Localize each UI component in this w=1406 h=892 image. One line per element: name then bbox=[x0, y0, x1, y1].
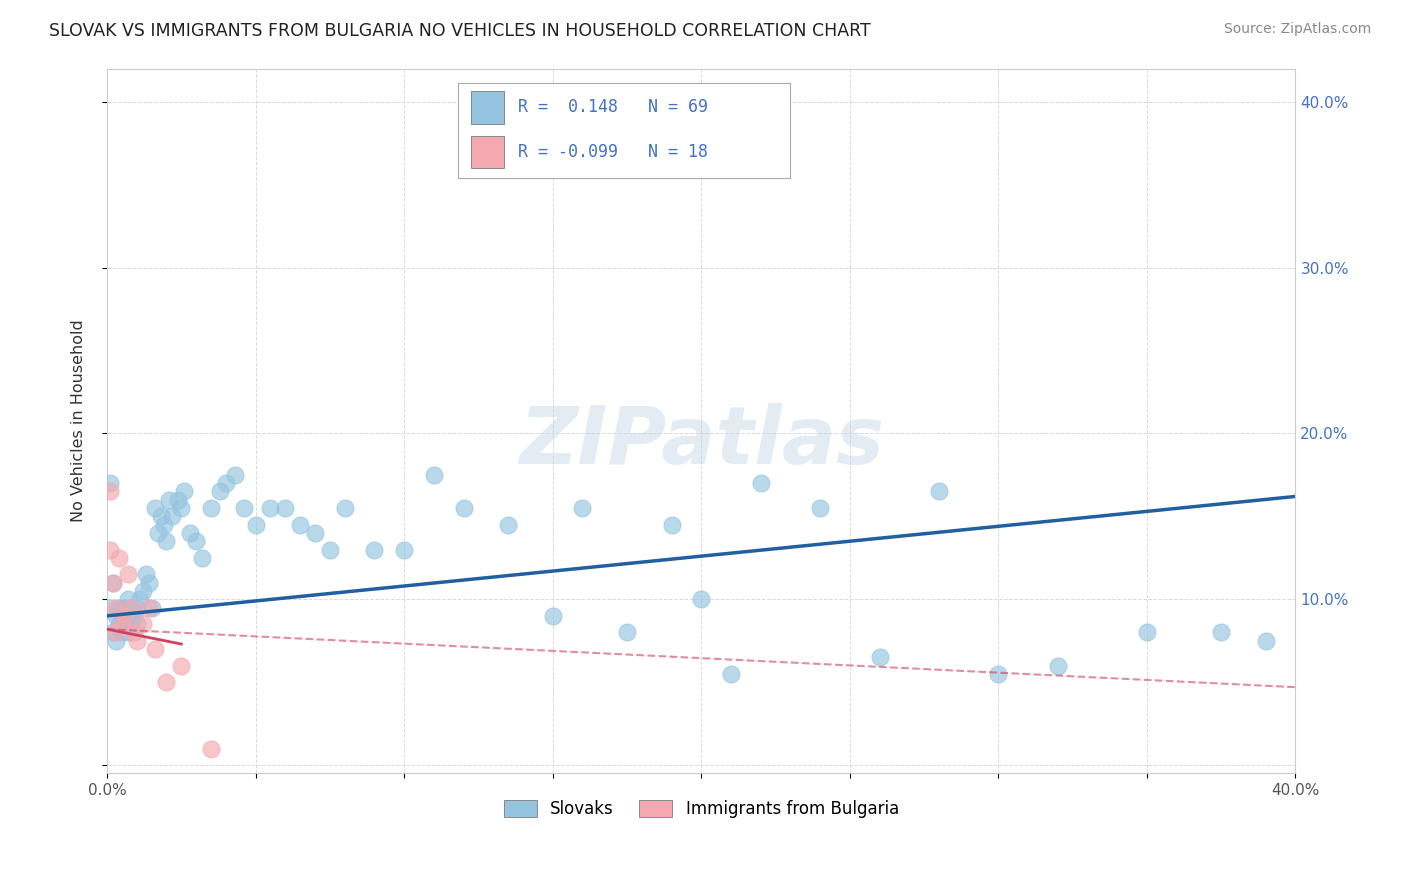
Point bbox=[108, 617, 131, 632]
Point bbox=[259, 501, 281, 516]
Point bbox=[987, 667, 1010, 681]
Point bbox=[152, 517, 174, 532]
Point bbox=[167, 492, 190, 507]
Point bbox=[120, 617, 142, 632]
Point bbox=[143, 501, 166, 516]
Point bbox=[104, 633, 127, 648]
Point bbox=[1211, 625, 1233, 640]
Point bbox=[191, 550, 214, 565]
Point bbox=[159, 492, 181, 507]
Point bbox=[101, 575, 124, 590]
Point bbox=[122, 625, 145, 640]
Point bbox=[333, 501, 356, 516]
Point bbox=[392, 542, 415, 557]
Point bbox=[200, 501, 222, 516]
Text: SLOVAK VS IMMIGRANTS FROM BULGARIA NO VEHICLES IN HOUSEHOLD CORRELATION CHART: SLOVAK VS IMMIGRANTS FROM BULGARIA NO VE… bbox=[49, 22, 870, 40]
Point bbox=[274, 501, 297, 516]
Point bbox=[111, 608, 134, 623]
Point bbox=[170, 658, 193, 673]
Point bbox=[114, 608, 136, 623]
Point bbox=[114, 600, 136, 615]
Point bbox=[808, 501, 831, 516]
Point bbox=[208, 484, 231, 499]
Point bbox=[616, 625, 638, 640]
Point bbox=[138, 600, 160, 615]
Point bbox=[179, 525, 201, 540]
Point bbox=[496, 517, 519, 532]
Point bbox=[108, 550, 131, 565]
Point bbox=[117, 592, 139, 607]
Point bbox=[571, 501, 593, 516]
Point bbox=[98, 476, 121, 491]
Point bbox=[149, 509, 172, 524]
Point bbox=[1136, 625, 1159, 640]
Point bbox=[363, 542, 385, 557]
Point bbox=[120, 600, 142, 615]
Point bbox=[111, 617, 134, 632]
Point bbox=[869, 650, 891, 665]
Point bbox=[143, 642, 166, 657]
Point bbox=[101, 575, 124, 590]
Point bbox=[173, 484, 195, 499]
Point bbox=[114, 617, 136, 632]
Point bbox=[98, 600, 121, 615]
Text: ZIPatlas: ZIPatlas bbox=[519, 403, 884, 481]
Point bbox=[1046, 658, 1069, 673]
Y-axis label: No Vehicles in Household: No Vehicles in Household bbox=[72, 319, 86, 523]
Point bbox=[122, 608, 145, 623]
Point bbox=[98, 484, 121, 499]
Point bbox=[162, 509, 184, 524]
Point bbox=[1254, 633, 1277, 648]
Point bbox=[661, 517, 683, 532]
Point bbox=[135, 567, 157, 582]
Point bbox=[155, 675, 177, 690]
Point bbox=[749, 476, 772, 491]
Point bbox=[170, 501, 193, 516]
Point bbox=[117, 625, 139, 640]
Point bbox=[423, 467, 446, 482]
Point bbox=[108, 600, 131, 615]
Point bbox=[304, 525, 326, 540]
Point bbox=[132, 584, 155, 599]
Point bbox=[928, 484, 950, 499]
Point bbox=[141, 600, 163, 615]
Point bbox=[104, 608, 127, 623]
Point bbox=[138, 575, 160, 590]
Point bbox=[215, 476, 238, 491]
Point bbox=[101, 625, 124, 640]
Point bbox=[453, 501, 475, 516]
Point bbox=[186, 534, 208, 549]
Point bbox=[541, 608, 564, 623]
Point bbox=[290, 517, 312, 532]
Point bbox=[111, 625, 134, 640]
Point bbox=[104, 600, 127, 615]
Point bbox=[690, 592, 713, 607]
Point bbox=[120, 600, 142, 615]
Point bbox=[117, 567, 139, 582]
Point bbox=[200, 741, 222, 756]
Point bbox=[155, 534, 177, 549]
Point bbox=[125, 617, 148, 632]
Point bbox=[146, 525, 169, 540]
Point bbox=[132, 617, 155, 632]
Point bbox=[104, 625, 127, 640]
Text: Source: ZipAtlas.com: Source: ZipAtlas.com bbox=[1223, 22, 1371, 37]
Point bbox=[125, 600, 148, 615]
Legend: Slovaks, Immigrants from Bulgaria: Slovaks, Immigrants from Bulgaria bbox=[496, 794, 905, 825]
Point bbox=[98, 542, 121, 557]
Point bbox=[245, 517, 267, 532]
Point bbox=[720, 667, 742, 681]
Point bbox=[128, 592, 150, 607]
Point bbox=[224, 467, 246, 482]
Point bbox=[125, 633, 148, 648]
Point bbox=[232, 501, 254, 516]
Point bbox=[319, 542, 342, 557]
